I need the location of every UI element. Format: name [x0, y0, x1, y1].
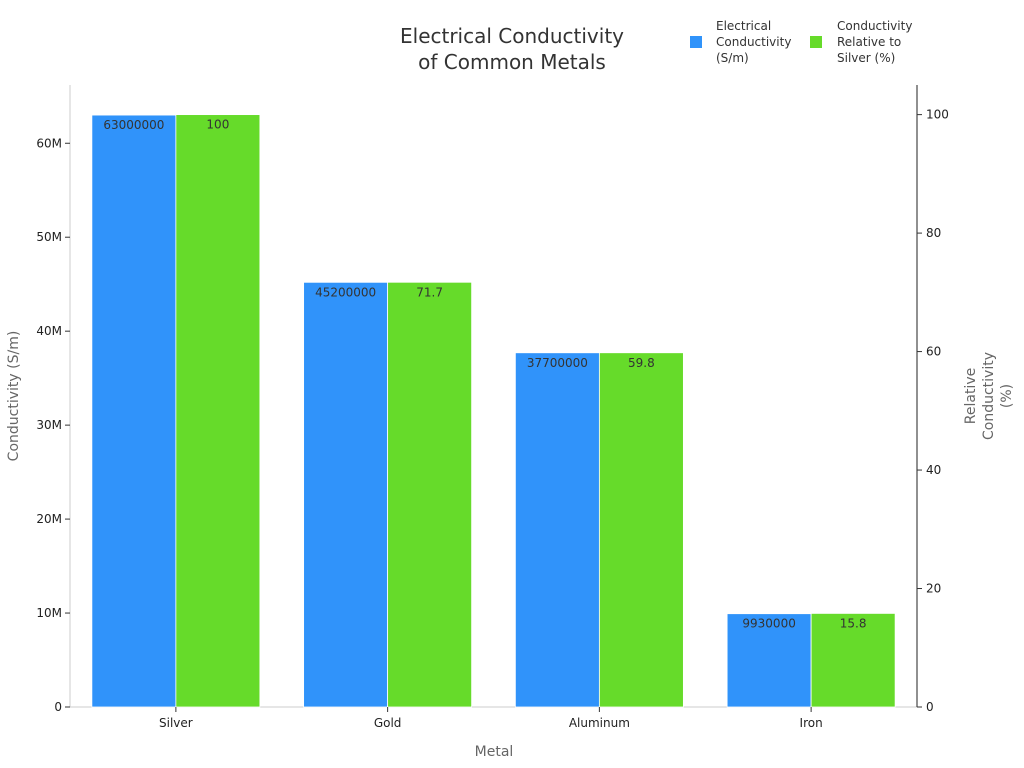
data-label: 45200000: [315, 285, 376, 299]
x-tick-label: Silver: [159, 716, 193, 730]
legend-label: Silver (%): [837, 51, 895, 65]
x-axis-label: Metal: [475, 744, 514, 760]
data-label: 37700000: [527, 356, 588, 370]
data-label: 63000000: [103, 118, 164, 132]
data-label: 59.8: [628, 356, 655, 370]
chart-title: Electrical Conductivity: [400, 24, 624, 48]
x-tick-label: Gold: [374, 716, 402, 730]
y-tick-label: 20M: [36, 512, 62, 526]
data-label: 100: [206, 118, 229, 132]
x-tick-label: Iron: [800, 716, 823, 730]
y2-tick-label: 80: [926, 226, 941, 240]
y-tick-label: 60M: [36, 136, 62, 150]
y2-tick-label: 0: [926, 700, 934, 714]
y-tick-label: 10M: [36, 606, 62, 620]
legend-label: Relative to: [837, 35, 901, 49]
y-tick-label: 40M: [36, 324, 62, 338]
legend-label: (S/m): [716, 51, 749, 65]
bar-relative: [387, 281, 473, 708]
x-tick-label: Aluminum: [569, 716, 630, 730]
data-label: 15.8: [840, 616, 867, 630]
legend-label: Conductivity: [837, 19, 912, 33]
y2-tick-label: 40: [926, 463, 941, 477]
legend-label: Conductivity: [716, 35, 791, 49]
y2-axis-label: (%): [999, 384, 1015, 408]
legend-swatch: [810, 36, 822, 48]
bar-relative: [598, 352, 684, 708]
y-axis-label: Conductivity (S/m): [6, 331, 22, 462]
y2-tick-label: 100: [926, 108, 949, 122]
data-label: 71.7: [416, 285, 443, 299]
y-tick-label: 30M: [36, 418, 62, 432]
bar-conductivity: [514, 352, 600, 708]
legend-swatch: [690, 36, 702, 48]
y2-axis-label: Conductivity: [981, 352, 997, 440]
bar-relative: [810, 613, 896, 708]
legend-label: Electrical: [716, 19, 771, 33]
bar-conductivity: [303, 281, 389, 708]
bar-relative: [175, 114, 261, 708]
y2-axis-label: Relative: [963, 368, 979, 424]
y-tick-label: 0: [54, 700, 62, 714]
y-tick-label: 50M: [36, 230, 62, 244]
y2-tick-label: 60: [926, 345, 941, 359]
bar-conductivity: [91, 114, 177, 708]
chart-title: of Common Metals: [418, 50, 606, 74]
data-label: 9930000: [742, 617, 795, 631]
y2-tick-label: 20: [926, 582, 941, 596]
bar-conductivity: [726, 613, 812, 708]
